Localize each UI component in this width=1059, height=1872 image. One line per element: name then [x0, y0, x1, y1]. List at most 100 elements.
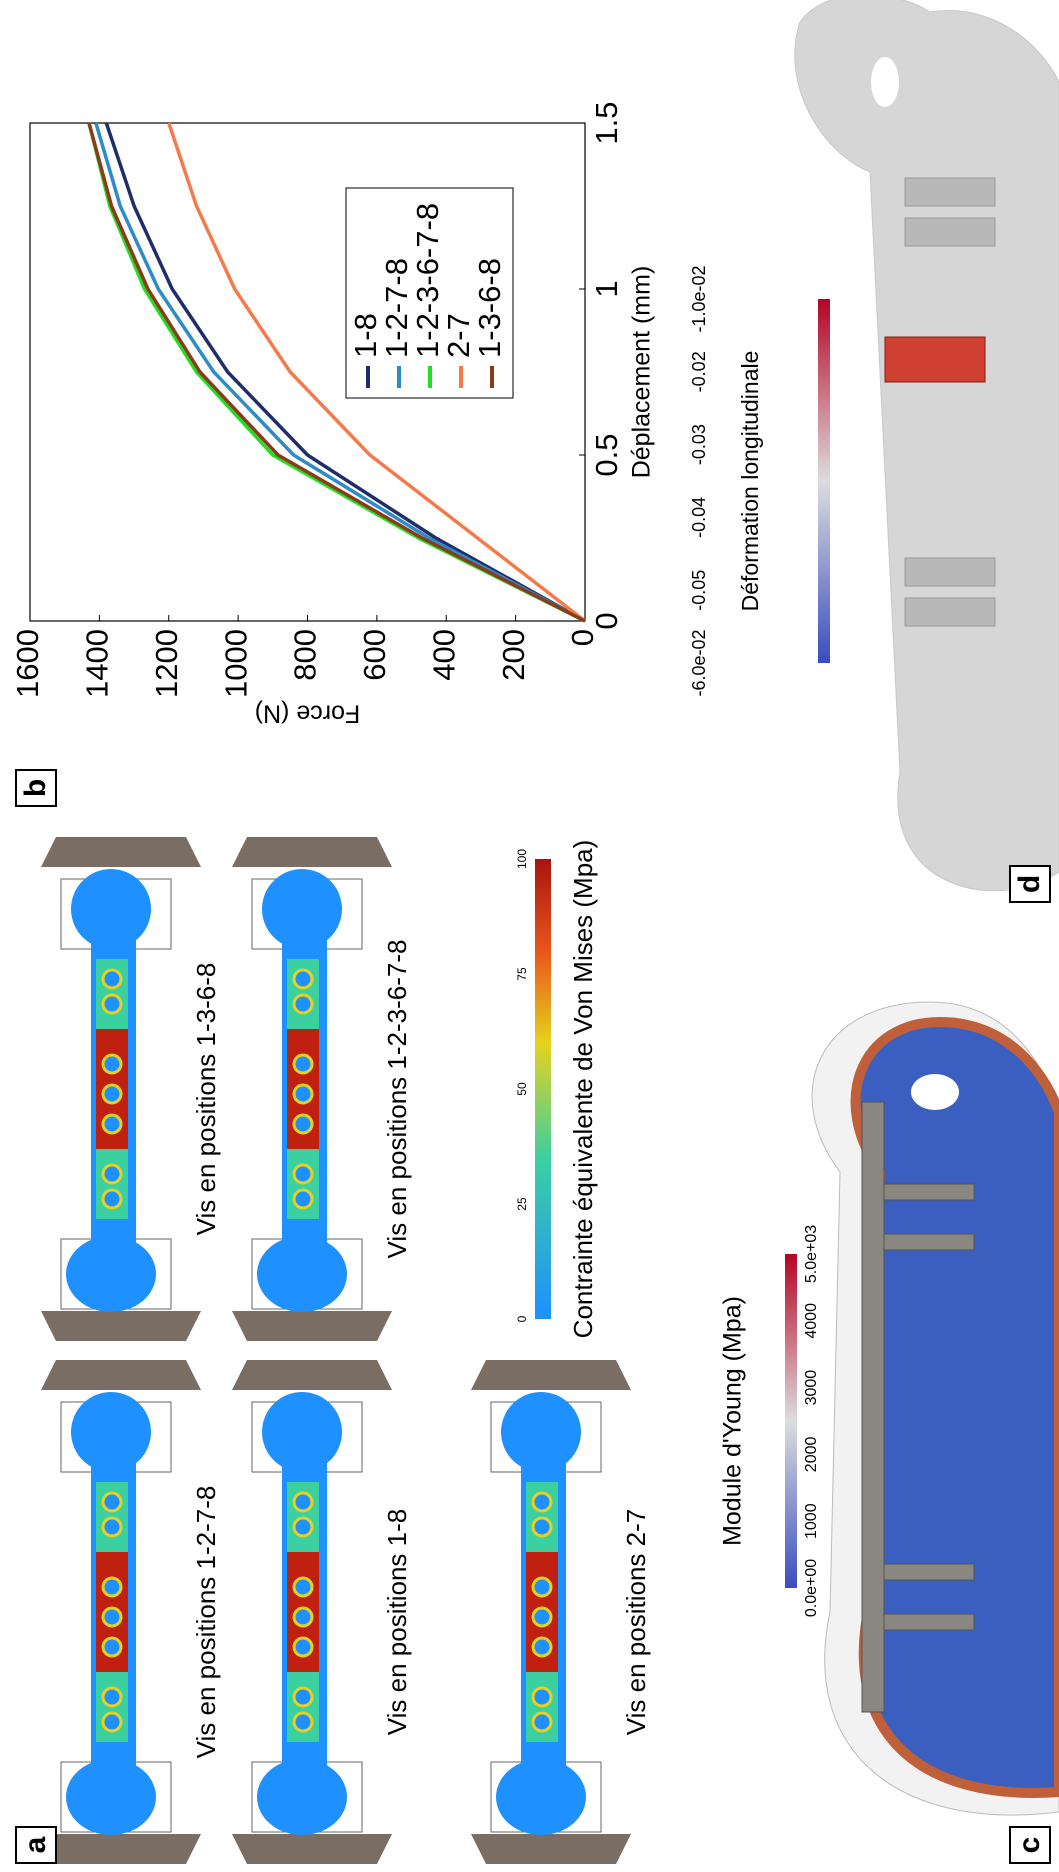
grip — [232, 1834, 392, 1864]
screw-hole — [292, 1053, 314, 1075]
screw-hole — [292, 1163, 314, 1185]
colorbar-tick: 4000 — [803, 1303, 820, 1339]
y-axis-label: Force (N) — [255, 699, 361, 727]
grip — [41, 1311, 201, 1341]
series-line — [104, 122, 586, 623]
bone-hole — [871, 57, 899, 107]
screw-hole — [292, 993, 314, 1015]
panel-label: a — [19, 1836, 52, 1853]
grip — [232, 1360, 392, 1390]
screw-hole — [101, 1576, 123, 1598]
case-caption: Vis en positions 2-7 — [621, 1509, 651, 1735]
screw-hole — [101, 1083, 123, 1105]
grip — [41, 1834, 201, 1864]
screw-hole — [904, 557, 996, 587]
colorbar-tick: -1.0e-02 — [689, 265, 709, 332]
grip — [471, 1360, 631, 1390]
colorbar-tick: 0.0e+00 — [803, 1559, 820, 1617]
y-tick-label: 1400 — [80, 629, 115, 698]
legend-label: 1-2-7-8 — [379, 258, 414, 358]
screw-hole — [292, 1516, 314, 1538]
grip — [232, 837, 392, 867]
grip — [41, 1360, 201, 1390]
screw-hole — [904, 217, 996, 247]
screw-hole — [101, 1163, 123, 1185]
colorbar — [535, 859, 551, 1319]
series-line — [87, 122, 586, 623]
colorbar-tick: -6.0e-02 — [689, 629, 709, 696]
screw-hole — [101, 968, 123, 990]
screw-hole — [531, 1636, 553, 1658]
x-axis-label: Déplacement (mm) — [628, 266, 656, 479]
panel-label-box — [1009, 865, 1051, 903]
plate — [861, 1101, 885, 1713]
colorbar-tick: -0.02 — [689, 351, 709, 392]
bone-model — [794, 0, 1059, 892]
screw-hole — [292, 1576, 314, 1598]
panel-label: c — [1013, 1837, 1046, 1854]
screw-hole — [101, 1188, 123, 1210]
x-tick-label: 0.5 — [589, 433, 624, 476]
screw-hole — [531, 1606, 553, 1628]
colorbar-tick: 3000 — [803, 1370, 820, 1406]
colorbar-title: Déformation longitudinale — [737, 351, 763, 612]
screw-hole — [531, 1711, 553, 1733]
y-tick-label: 400 — [426, 629, 461, 681]
colorbar — [785, 1254, 797, 1588]
series-line — [167, 122, 587, 623]
screw-hole — [904, 597, 996, 627]
screw-hole — [101, 1491, 123, 1513]
grip — [232, 1311, 392, 1341]
screw-hole — [101, 1606, 123, 1628]
screw-hole — [101, 1113, 123, 1135]
screw-hole — [101, 1636, 123, 1658]
screw-hole — [531, 1686, 553, 1708]
screw-hole — [292, 1606, 314, 1628]
legend-label: 1-3-6-8 — [472, 258, 507, 358]
colorbar-tick: 75 — [515, 967, 529, 981]
grip — [471, 1834, 631, 1864]
panel-label-box — [15, 1826, 57, 1864]
y-tick-label: 1200 — [149, 629, 184, 698]
case-caption: Vis en positions 1-2-3-6-7-8 — [382, 940, 412, 1259]
colorbar-tick: 2000 — [803, 1437, 820, 1473]
grip — [41, 837, 201, 867]
screw-hole — [101, 1711, 123, 1733]
colorbar-tick: 5.0e+03 — [803, 1225, 820, 1283]
colorbar — [818, 299, 830, 663]
y-tick-label: 600 — [357, 629, 392, 681]
panel-label-box — [15, 769, 57, 807]
screw-hole — [292, 1083, 314, 1105]
screw — [883, 1183, 975, 1201]
colorbar-tick: -0.03 — [689, 424, 709, 465]
screw-hole — [292, 1711, 314, 1733]
screw — [883, 1233, 975, 1251]
case-caption: Vis en positions 1-2-7-8 — [191, 1486, 221, 1759]
legend-box — [345, 187, 514, 399]
y-tick-label: 1600 — [10, 629, 45, 698]
legend-label: 1-2-3-6-7-8 — [410, 203, 445, 358]
screw-hole — [531, 1516, 553, 1538]
screw-hole — [904, 177, 996, 207]
colorbar-tick: -0.05 — [689, 570, 709, 611]
colorbar-title: Contrainte équivalente de Von Mises (Mpa… — [568, 840, 598, 1339]
screw-hole — [101, 993, 123, 1015]
fracture-strain — [884, 336, 986, 383]
series-line — [94, 122, 586, 623]
colorbar-title: Module d'Young (Mpa) — [719, 1296, 747, 1546]
screw-hole — [101, 1053, 123, 1075]
bone-model — [850, 1016, 1059, 1798]
y-tick-label: 800 — [288, 629, 323, 681]
screw — [883, 1613, 975, 1631]
legend-label: 2-7 — [441, 313, 476, 358]
colorbar-tick: 0 — [515, 1315, 529, 1322]
x-tick-label: 1.5 — [589, 101, 624, 144]
y-tick-label: 200 — [496, 629, 531, 681]
colorbar-tick: 1000 — [803, 1503, 820, 1539]
case-caption: Vis en positions 1-3-6-8 — [191, 963, 221, 1236]
x-tick-label: 1 — [589, 280, 624, 297]
panel-label-box — [1009, 1826, 1051, 1864]
colorbar-tick: 50 — [515, 1082, 529, 1096]
